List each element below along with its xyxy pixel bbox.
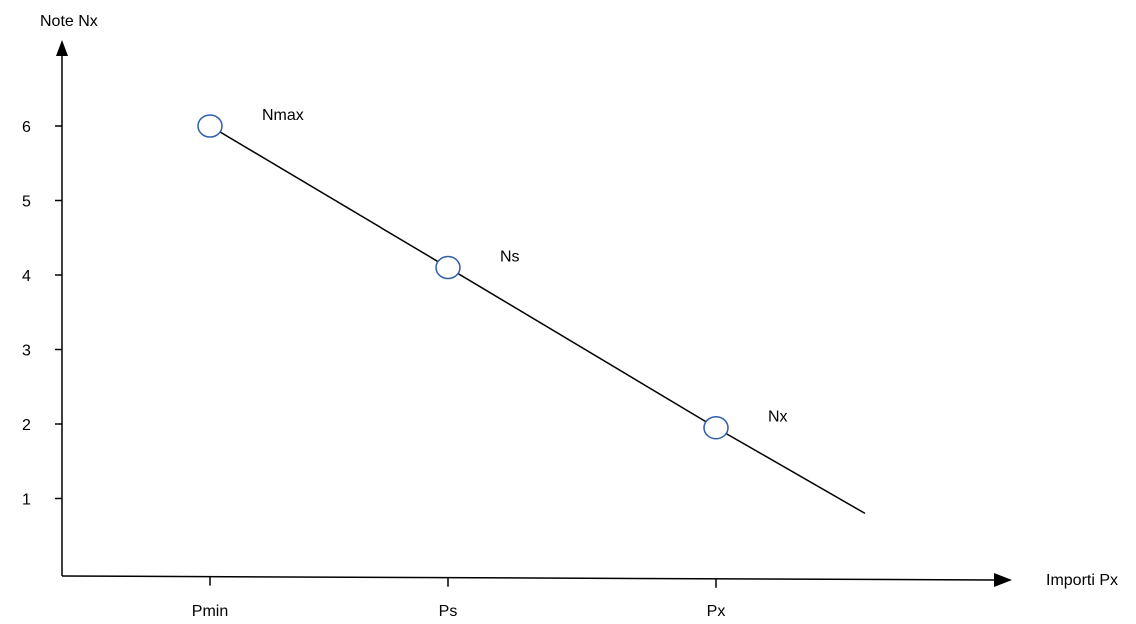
series-line-group: Nmax Ns Nx: [197, 107, 866, 515]
y-tick-label: 1: [22, 492, 31, 509]
data-point-marker: [435, 255, 461, 280]
x-tick-label: Ps: [439, 603, 458, 620]
x-tick-label: Px: [707, 603, 726, 620]
x-axis-label: Importi Px: [1046, 572, 1118, 589]
data-point-label: Nmax: [262, 107, 304, 124]
x-ticks: Pmin Ps Px: [192, 576, 726, 620]
series-line: [209, 125, 866, 515]
y-tick-label: 2: [22, 417, 31, 434]
data-point-marker: [197, 114, 223, 138]
data-point-label: Ns: [500, 249, 520, 266]
y-tick-label: 5: [22, 194, 31, 211]
x-axis-arrow: [994, 573, 1012, 587]
y-tick-label: 4: [22, 268, 31, 285]
axes: [56, 40, 1012, 587]
data-point-label: Nx: [768, 409, 788, 426]
y-axis-label: Note Nx: [40, 13, 98, 30]
y-tick-label: 6: [22, 119, 31, 136]
x-tick-label: Pmin: [192, 603, 228, 620]
data-point-marker: [703, 415, 729, 440]
y-axis-arrow: [56, 40, 68, 56]
y-tick-label: 3: [22, 343, 31, 360]
x-axis: [61, 575, 995, 581]
y-ticks: 1 2 3 4 5 6: [22, 119, 62, 509]
